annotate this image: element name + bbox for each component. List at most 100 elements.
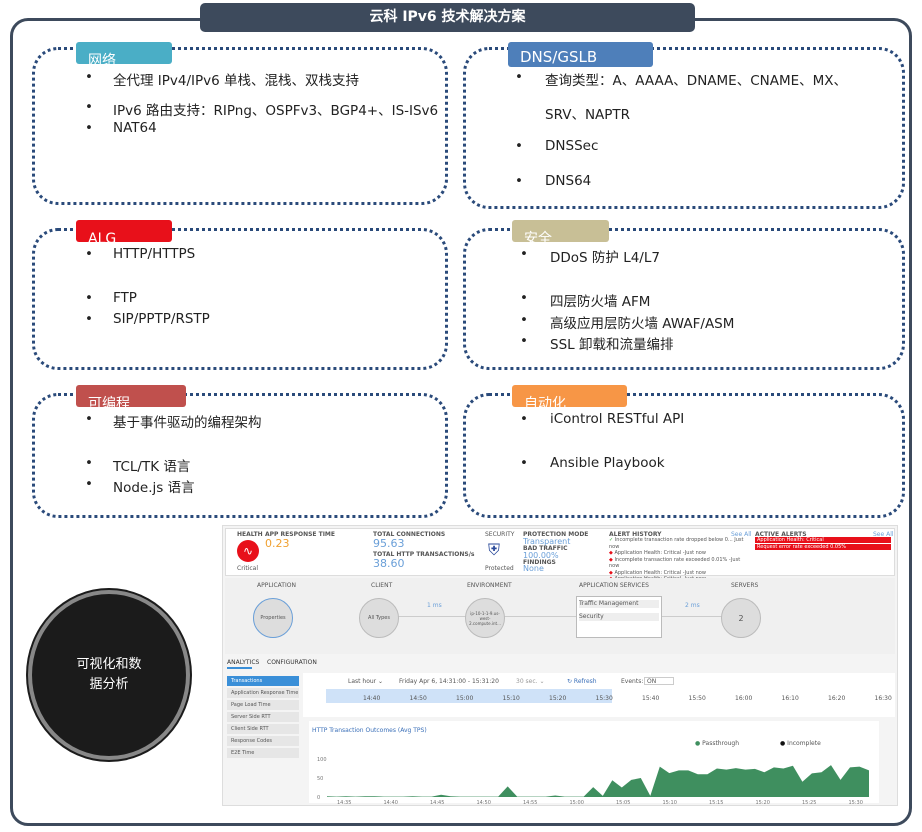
alert-history-item[interactable]: ◆ Application Health: Critical -Just now: [609, 550, 706, 556]
x-tick: 14:55: [523, 800, 537, 805]
topology-environment: ENVIRONMENT: [467, 582, 512, 589]
dashboard-screenshot: HEALTH ∿ Critical APP RESPONSE TIME 0.23…: [222, 525, 898, 806]
item-text: 全代理 IPv4/IPv6 单栈、混栈、双栈支持: [113, 73, 360, 89]
bullet: •: [520, 312, 528, 328]
app-response-label: APP RESPONSE TIME: [265, 531, 335, 538]
findings-label: FINDINGS: [523, 559, 556, 566]
alert-history-item[interactable]: ◆ Application Health: Critical -Just now: [609, 569, 706, 576]
x-tick: 14:50: [477, 800, 491, 805]
section-item: • HTTP/HTTPS: [85, 246, 195, 262]
range-dropdown[interactable]: Last hour ⌄: [348, 678, 384, 685]
item-text: 查询类型：A、AAAA、DNAME、CNAME、MX、: [545, 73, 848, 89]
date-range: Friday Apr 6, 14:31:00 - 15:31:20: [399, 678, 499, 685]
bullet: •: [85, 246, 93, 262]
x-tick: 15:25: [802, 800, 816, 805]
bullet: •: [520, 455, 528, 471]
nav-item[interactable]: Response Codes: [227, 736, 299, 746]
nav-item[interactable]: Application Response Time: [227, 688, 299, 698]
section-item: • SIP/PPTP/RSTP: [85, 311, 210, 327]
active-alert[interactable]: Request error rate exceeded 0.05%: [755, 544, 891, 550]
topology-client: CLIENT: [371, 582, 393, 589]
section-item: • TCL/TK 语言: [85, 455, 190, 475]
x-tick: 14:45: [430, 800, 444, 805]
client-latency: 1 ms: [427, 602, 442, 609]
bullet: •: [520, 290, 528, 306]
y-tick: 50: [317, 776, 323, 782]
timeline-tick: 15:40: [642, 695, 660, 702]
interval-dropdown[interactable]: 30 sec. ⌄: [516, 678, 545, 685]
item-text: SRV、NAPTR: [545, 107, 631, 123]
bad-traffic-label: BAD TRAFFIC: [523, 545, 568, 552]
section-box: [32, 47, 448, 205]
tab-analytics[interactable]: ANALYTICS: [227, 659, 260, 666]
section-item: • iControl RESTful API: [520, 411, 684, 427]
bullet: •: [85, 99, 93, 115]
timeline-tick: 16:30: [874, 695, 892, 702]
section-label: 可编程: [76, 385, 186, 407]
service-security[interactable]: Security: [579, 613, 659, 621]
tab-configuration[interactable]: CONFIGURATION: [267, 659, 317, 666]
transaction-chart: 100 50 0 14:35 14:40 14:45 14:50 14:55 15:00 15:0…: [317, 757, 869, 805]
events-label: Events:: [621, 678, 644, 685]
alert-history-item[interactable]: ◆ Incomplete transaction rate exceeded 0…: [609, 556, 741, 570]
section-label: 自动化: [512, 385, 627, 407]
health-icon: ∿: [237, 540, 259, 562]
timeline-tick: 16:20: [828, 695, 846, 702]
bullet: •: [515, 69, 523, 85]
bullet: •: [520, 246, 528, 262]
section-item: • 全代理 IPv4/IPv6 单栈、混栈、双栈支持: [85, 69, 360, 89]
visualization-badge: 可视化和数据分析: [28, 590, 190, 760]
alert-history-item[interactable]: ✓ Incomplete transaction rate dropped be…: [609, 537, 744, 550]
item-text: SIP/PPTP/RSTP: [113, 311, 210, 327]
section-label: 安全: [512, 220, 609, 242]
service-traffic-management[interactable]: Traffic Management: [579, 600, 659, 608]
timeline-tick: 14:50: [409, 695, 427, 702]
item-text: 四层防火墙 AFM: [550, 294, 651, 310]
item-text: FTP: [113, 290, 137, 306]
x-tick: 14:35: [337, 800, 351, 805]
timeline-tick: 14:40: [363, 695, 381, 702]
section-item: • FTP: [85, 290, 137, 306]
section-item: • DDoS 防护 L4/L7: [520, 246, 660, 266]
active-alert[interactable]: Application Health: Critical: [755, 537, 891, 543]
properties-node[interactable]: Properties: [253, 598, 293, 638]
app-response-value: 0.23: [265, 537, 290, 550]
bullet: •: [85, 311, 93, 327]
badge-text: 可视化和数据分析: [76, 657, 142, 692]
active-alerts-see-all[interactable]: See All: [873, 531, 894, 538]
client-node[interactable]: All Types: [359, 598, 399, 638]
servers-node[interactable]: 2: [721, 598, 761, 638]
section-item: • Node.js 语言: [85, 476, 195, 496]
x-tick: 14:40: [384, 800, 398, 805]
events-toggle[interactable]: ON: [644, 677, 674, 685]
nav-item[interactable]: Page Load Time: [227, 700, 299, 710]
section-box: [32, 228, 448, 370]
item-text: Node.js 语言: [113, 480, 195, 496]
refresh-button[interactable]: ↻ Refresh: [567, 678, 597, 685]
section-label: 网络: [76, 42, 172, 64]
bad-traffic: 100.00%: [523, 551, 559, 560]
bullet: •: [520, 333, 528, 349]
x-tick: 15:05: [616, 800, 630, 805]
nav-item[interactable]: Transactions: [227, 676, 299, 686]
x-tick: 15:20: [756, 800, 770, 805]
alert-history-see-all[interactable]: See All: [731, 531, 752, 538]
nav-item[interactable]: Client Side RTT: [227, 724, 299, 734]
section-item: • 四层防火墙 AFM: [520, 290, 651, 310]
timeline-selection[interactable]: [326, 689, 612, 703]
environment-node[interactable]: ip-10-1-1-9.us-west-2.compute.int...: [465, 598, 505, 638]
item-text: Ansible Playbook: [550, 455, 665, 471]
findings: None: [523, 564, 544, 573]
nav-item[interactable]: Server Side RTT: [227, 712, 299, 722]
item-text: NAT64: [113, 120, 157, 136]
section-item: • Ansible Playbook: [520, 455, 665, 471]
slide-title: 云科 IPv6 技术解决方案: [200, 3, 695, 32]
item-text: 高级应用层防火墙 AWAF/ASM: [550, 316, 735, 332]
section-label: DNS/GSLB: [508, 42, 653, 67]
bullet: •: [520, 411, 528, 427]
x-tick: 15:30: [849, 800, 863, 805]
nav-item[interactable]: E2E Time: [227, 748, 299, 758]
bullet: •: [85, 476, 93, 492]
section-box: [463, 47, 905, 209]
transactions-label: TOTAL HTTP TRANSACTIONS/s: [373, 551, 475, 558]
